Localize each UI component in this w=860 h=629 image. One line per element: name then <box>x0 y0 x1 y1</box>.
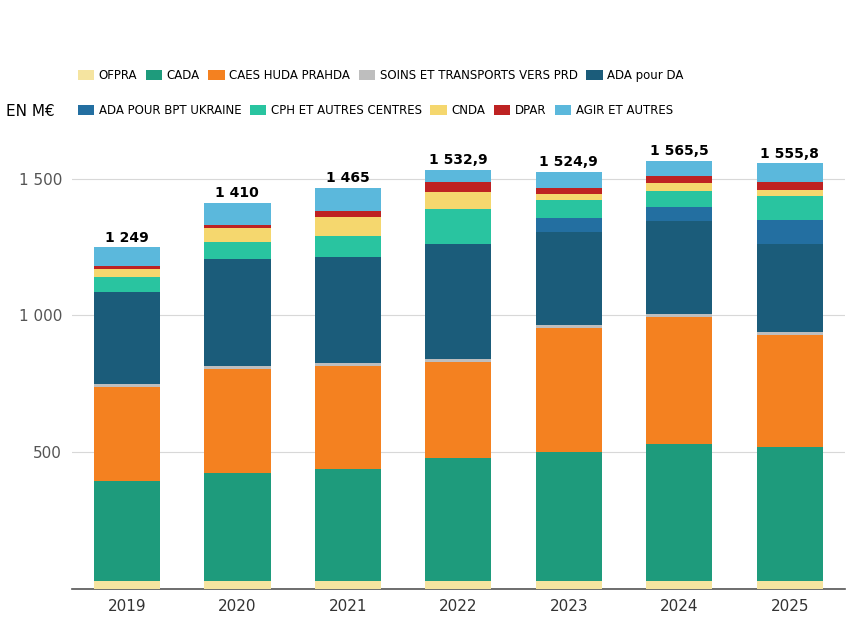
Text: EN M€: EN M€ <box>6 104 54 119</box>
Bar <box>536 325 602 328</box>
Bar <box>94 581 160 589</box>
Bar <box>425 359 491 362</box>
Bar <box>204 203 271 225</box>
Bar <box>536 328 602 452</box>
Bar <box>204 366 271 369</box>
Bar <box>757 447 823 581</box>
Bar <box>536 201 602 218</box>
Bar <box>536 452 602 581</box>
Bar <box>425 192 491 209</box>
Bar <box>425 458 491 581</box>
Bar <box>646 184 712 191</box>
Bar <box>204 473 271 581</box>
Bar <box>94 247 160 267</box>
Bar <box>315 236 381 257</box>
Bar <box>94 269 160 277</box>
Bar <box>536 218 602 232</box>
Text: 1 532,9: 1 532,9 <box>429 153 488 167</box>
Bar <box>646 314 712 317</box>
Bar <box>315 257 381 364</box>
Bar <box>536 189 602 194</box>
Bar <box>757 220 823 244</box>
Bar <box>757 196 823 220</box>
Bar <box>757 332 823 335</box>
Bar <box>204 228 271 242</box>
Bar <box>315 366 381 469</box>
Bar <box>757 189 823 196</box>
Bar <box>646 581 712 589</box>
Bar <box>646 208 712 221</box>
Bar <box>94 387 160 481</box>
Bar <box>646 444 712 581</box>
Bar <box>425 182 491 192</box>
Bar <box>204 369 271 473</box>
Bar <box>425 170 491 182</box>
Bar <box>536 194 602 201</box>
Bar <box>536 581 602 589</box>
Bar <box>94 277 160 292</box>
Bar <box>94 267 160 269</box>
Bar <box>315 211 381 217</box>
Bar <box>646 176 712 184</box>
Bar <box>94 481 160 581</box>
Bar <box>315 188 381 211</box>
Bar <box>94 292 160 384</box>
Bar <box>315 364 381 366</box>
Bar <box>757 335 823 447</box>
Bar <box>425 244 491 359</box>
Bar <box>536 232 602 325</box>
Bar <box>204 242 271 259</box>
Bar <box>757 164 823 182</box>
Bar <box>757 581 823 589</box>
Bar <box>646 160 712 176</box>
Bar <box>757 244 823 332</box>
Bar <box>204 581 271 589</box>
Bar <box>646 317 712 444</box>
Text: 1 555,8: 1 555,8 <box>760 147 820 160</box>
Bar <box>315 469 381 581</box>
Text: 1 524,9: 1 524,9 <box>539 155 599 169</box>
Bar <box>536 172 602 189</box>
Text: 1 465: 1 465 <box>326 172 370 186</box>
Text: 1 249: 1 249 <box>105 231 149 245</box>
Legend: ADA POUR BPT UKRAINE, CPH ET AUTRES CENTRES, CNDA, DPAR, AGIR ET AUTRES: ADA POUR BPT UKRAINE, CPH ET AUTRES CENT… <box>77 104 673 117</box>
Bar <box>315 581 381 589</box>
Bar <box>94 384 160 387</box>
Bar <box>425 362 491 458</box>
Bar <box>425 209 491 244</box>
Bar <box>425 581 491 589</box>
Text: 1 565,5: 1 565,5 <box>650 144 709 158</box>
Text: 1 410: 1 410 <box>216 186 259 201</box>
Bar <box>646 191 712 208</box>
Bar <box>757 182 823 189</box>
Bar <box>204 259 271 366</box>
Bar <box>646 221 712 314</box>
Bar <box>315 217 381 236</box>
Bar <box>204 225 271 228</box>
